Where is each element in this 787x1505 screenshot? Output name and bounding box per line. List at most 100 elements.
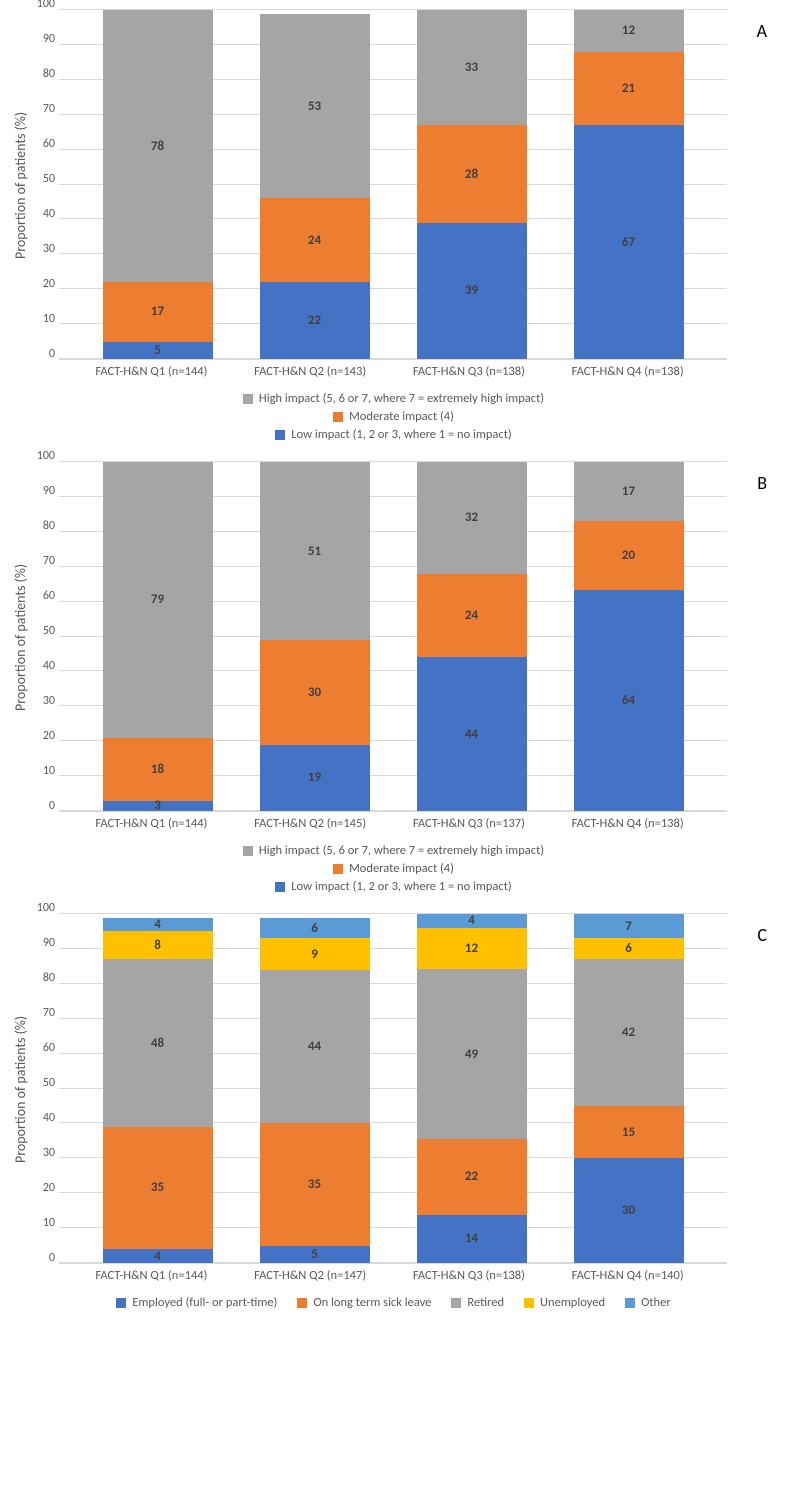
bars-group: 4354884535449614224912430154267: [59, 914, 727, 1263]
bar-segment-unemployed: 12: [417, 928, 527, 969]
legend-item-sickleave: On long term sick leave: [297, 1295, 431, 1310]
bar-column: 642017: [574, 462, 684, 811]
legend-swatch: [275, 882, 285, 892]
bar-segment-unemployed: 6: [574, 938, 684, 959]
bar-segment-high: 79: [103, 462, 213, 738]
bar-segment-employed: 5: [260, 1246, 370, 1263]
legend-swatch: [297, 1298, 307, 1308]
bar-segment-moderate: 28: [417, 125, 527, 223]
legend-item-low: Low impact (1, 2 or 3, where 1 = no impa…: [275, 427, 511, 442]
bar-segment-employed: 14: [417, 1215, 527, 1263]
legend-item-retired: Retired: [451, 1295, 504, 1310]
bar-segment-high: 78: [103, 10, 213, 282]
legend-row: Moderate impact (4): [333, 861, 454, 876]
chart-panel-B: BProportion of patients (%)0102030405060…: [10, 462, 777, 894]
legend-swatch: [333, 412, 343, 422]
legend-label: High impact (5, 6 or 7, where 7 = extrem…: [259, 391, 544, 406]
legend-row: Low impact (1, 2 or 3, where 1 = no impa…: [275, 427, 511, 442]
legend-swatch: [625, 1298, 635, 1308]
bar-segment-high: 12: [574, 10, 684, 52]
bar-segment-moderate: 20: [574, 521, 684, 590]
bar-segment-high: 17: [574, 462, 684, 521]
legend-swatch: [243, 846, 253, 856]
bar-segment-other: 7: [574, 914, 684, 938]
bar-segment-sickleave: 35: [103, 1127, 213, 1249]
legend-label: High impact (5, 6 or 7, where 7 = extrem…: [259, 843, 544, 858]
legend-item-other: Other: [625, 1295, 671, 1310]
legend-swatch: [275, 430, 285, 440]
chart-panel-C: CProportion of patients (%)0102030405060…: [10, 914, 777, 1310]
bar-segment-low: 44: [417, 657, 527, 811]
x-tick-label: FACT-H&N Q3 (n=138): [399, 364, 539, 379]
legend-row: High impact (5, 6 or 7, where 7 = extrem…: [243, 391, 544, 406]
x-tick-label: FACT-H&N Q2 (n=145): [240, 816, 380, 831]
bar-segment-low: 19: [260, 745, 370, 811]
legend-item-unemployed: Unemployed: [524, 1295, 605, 1310]
bar-segment-low: 64: [574, 590, 684, 811]
legend: High impact (5, 6 or 7, where 7 = extrem…: [10, 391, 777, 442]
bar-column: 31879: [103, 462, 213, 811]
bar-column: 392833: [417, 10, 527, 359]
plot-area: 4354884535449614224912430154267: [59, 914, 727, 1264]
bar-segment-moderate: 24: [417, 574, 527, 658]
bar-segment-high: 51: [260, 462, 370, 640]
bar-column: 142249124: [417, 914, 527, 1263]
bar-segment-moderate: 17: [103, 282, 213, 341]
legend-row: Moderate impact (4): [333, 409, 454, 424]
legend-swatch: [116, 1298, 126, 1308]
legend-item-employed: Employed (full- or part-time): [116, 1295, 277, 1310]
chart-panel-A: AProportion of patients (%)0102030405060…: [10, 10, 777, 442]
bars-group: 51778 222453 392833 672112: [59, 10, 727, 359]
bar-segment-employed: 4: [103, 1249, 213, 1263]
bar-column: 442432: [417, 462, 527, 811]
legend-swatch: [524, 1298, 534, 1308]
bar-column: 222453: [260, 10, 370, 359]
bar-segment-low: 22: [260, 282, 370, 359]
legend-label: Moderate impact (4): [349, 861, 454, 876]
bar-segment-low: 67: [574, 125, 684, 359]
bar-segment-moderate: 18: [103, 738, 213, 801]
bars-group: 31879193051442432642017: [59, 462, 727, 811]
bar-segment-low: 39: [417, 223, 527, 359]
legend-swatch: [451, 1298, 461, 1308]
chart-area: Proportion of patients (%)01020304050607…: [10, 914, 777, 1264]
x-tick-label: FACT-H&N Q2 (n=143): [240, 364, 380, 379]
x-axis-labels: FACT-H&N Q1 (n=144)FACT-H&N Q2 (n=147)FA…: [10, 1264, 727, 1283]
bar-segment-retired: 48: [103, 959, 213, 1127]
legend-label: Employed (full- or part-time): [132, 1295, 277, 1310]
bar-column: 51778: [103, 10, 213, 359]
y-axis-ticks: 0102030405060708090100: [31, 10, 59, 360]
x-axis-labels: FACT-H&N Q1 (n=144)FACT-H&N Q2 (n=143)FA…: [10, 360, 727, 379]
legend-label: Retired: [467, 1295, 504, 1310]
legend-label: Low impact (1, 2 or 3, where 1 = no impa…: [291, 879, 511, 894]
legend-row: High impact (5, 6 or 7, where 7 = extrem…: [243, 843, 544, 858]
bar-column: 672112: [574, 10, 684, 359]
y-axis-ticks: 0102030405060708090100: [31, 914, 59, 1264]
panel-letter: A: [757, 20, 767, 42]
bar-column: 5354496: [260, 914, 370, 1263]
bar-segment-low: 5: [103, 342, 213, 359]
y-axis-label: Proportion of patients (%): [10, 462, 31, 812]
plot-area: 31879193051442432642017: [59, 462, 727, 812]
bar-segment-retired: 44: [260, 970, 370, 1124]
legend-label: Low impact (1, 2 or 3, where 1 = no impa…: [291, 427, 511, 442]
legend-item-low: Low impact (1, 2 or 3, where 1 = no impa…: [275, 879, 511, 894]
legend-swatch: [243, 394, 253, 404]
legend-item-moderate: Moderate impact (4): [333, 409, 454, 424]
x-axis-labels: FACT-H&N Q1 (n=144)FACT-H&N Q2 (n=145)FA…: [10, 812, 727, 831]
legend-label: Other: [641, 1295, 671, 1310]
bar-segment-other: 6: [260, 918, 370, 939]
legend-item-moderate: Moderate impact (4): [333, 861, 454, 876]
bar-segment-other: 4: [103, 918, 213, 932]
bar-segment-sickleave: 35: [260, 1123, 370, 1245]
plot-area: 51778 222453 392833 672112: [59, 10, 727, 360]
legend-label: On long term sick leave: [313, 1295, 431, 1310]
y-axis-ticks: 0102030405060708090100: [31, 462, 59, 812]
y-axis-label: Proportion of patients (%): [10, 914, 31, 1264]
bar-segment-moderate: 24: [260, 198, 370, 282]
panel-letter: C: [757, 924, 767, 946]
x-tick-label: FACT-H&N Q4 (n=138): [558, 364, 698, 379]
legend: Employed (full- or part-time) On long ter…: [10, 1295, 777, 1310]
bar-segment-low: 3: [103, 801, 213, 811]
bar-segment-high: 32: [417, 462, 527, 574]
